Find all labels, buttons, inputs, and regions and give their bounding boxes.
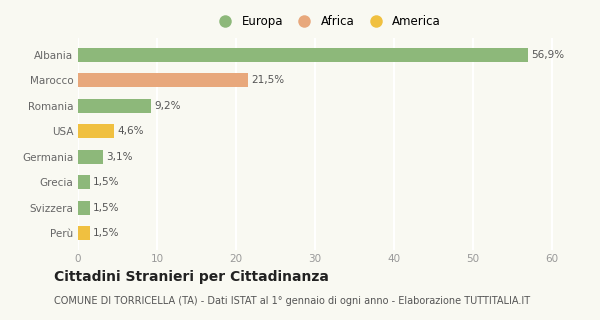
Bar	[78, 48, 528, 62]
Bar	[78, 124, 115, 138]
Text: 21,5%: 21,5%	[251, 76, 284, 85]
Text: COMUNE DI TORRICELLA (TA) - Dati ISTAT al 1° gennaio di ogni anno - Elaborazione: COMUNE DI TORRICELLA (TA) - Dati ISTAT a…	[54, 296, 530, 306]
Text: 9,2%: 9,2%	[154, 101, 181, 111]
Legend: Europa, Africa, America: Europa, Africa, America	[208, 11, 446, 33]
Bar	[78, 201, 90, 215]
Bar	[78, 99, 151, 113]
Text: 3,1%: 3,1%	[106, 152, 132, 162]
Text: Cittadini Stranieri per Cittadinanza: Cittadini Stranieri per Cittadinanza	[54, 270, 329, 284]
Text: 4,6%: 4,6%	[118, 126, 144, 136]
Bar	[78, 73, 248, 87]
Text: 1,5%: 1,5%	[93, 228, 119, 238]
Text: 56,9%: 56,9%	[531, 50, 564, 60]
Text: 1,5%: 1,5%	[93, 203, 119, 212]
Bar	[78, 150, 103, 164]
Text: 1,5%: 1,5%	[93, 177, 119, 187]
Bar	[78, 175, 90, 189]
Bar	[78, 226, 90, 240]
